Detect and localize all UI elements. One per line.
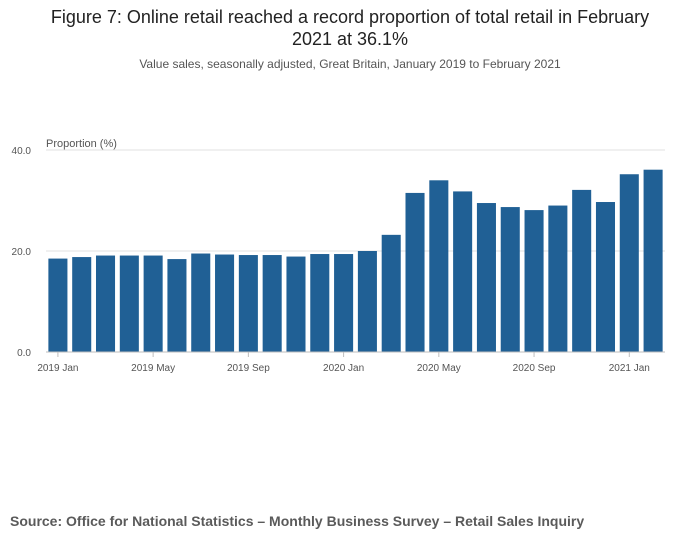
bar: 2020 Sep: 28.1 [524, 210, 544, 352]
x-tick-label: 2020 Sep [513, 363, 556, 374]
bar: 2019 May: 19.1 [143, 255, 163, 352]
bar: 2020 Apr: 31.5 [405, 192, 425, 352]
bar: 2020 Oct: 29 [548, 205, 568, 352]
bar: 2019 Jul: 19.5 [191, 253, 211, 352]
bar: 2020 Feb: 20 [357, 251, 377, 352]
bar: 2019 Aug: 19.3 [215, 254, 235, 352]
x-tick-label: 2021 Jan [609, 363, 650, 374]
chart-subtitle: Value sales, seasonally adjusted, Great … [139, 57, 561, 71]
y-axis-label: Proportion (%) [46, 138, 117, 150]
bar: 2020 May: 34 [429, 180, 449, 352]
bar-chart: 2019 Jan: 18.52019 Feb: 18.82019 Mar: 19… [12, 138, 665, 374]
bar: 2019 Apr: 19.1 [119, 255, 139, 352]
bar: 2019 Jan: 18.5 [48, 258, 68, 352]
chart-title: Figure 7: Online retail reached a record… [50, 7, 650, 49]
source-note: Source: Office for National Statistics –… [10, 513, 585, 529]
axes: 0.0 20.0 40.0 2019 Jan 2019 May 2019 Sep 2020 … [12, 146, 665, 374]
bar: 2019 Sep: 19.2 [238, 255, 258, 352]
bar: 2020 Nov: 32.1 [572, 189, 592, 352]
bar: 2020 Jun: 31.8 [453, 191, 473, 352]
bar: 2019 Mar: 19.1 [95, 255, 116, 352]
x-tick-label: 2019 Sep [227, 363, 270, 374]
bar: 2019 Feb: 18.8 [72, 257, 92, 352]
bar: 2019 Nov: 18.9 [286, 256, 306, 352]
bar: 2020 Mar: 23.2 [381, 234, 401, 352]
bar: 2021 Feb: 36.1 [643, 169, 663, 352]
y-tick-label: 40.0 [12, 146, 32, 157]
bar: 2019 Oct: 19.2 [262, 255, 282, 352]
bar: 2019 Dec: 19.4 [310, 254, 330, 352]
y-tick-label: 20.0 [12, 247, 32, 258]
bars: 2019 Jan: 18.52019 Feb: 18.82019 Mar: 19… [48, 169, 663, 352]
x-tick-label: 2020 May [417, 363, 461, 374]
bar: 2020 Jul: 29.5 [476, 203, 496, 352]
x-tick-label: 2019 May [131, 363, 175, 374]
bar: 2020 Jan: 19.4 [334, 254, 354, 352]
x-tick-label: 2020 Jan [323, 363, 364, 374]
bar: 2020 Dec: 29.7 [595, 202, 616, 352]
bar: 2019 Jun: 18.4 [167, 259, 187, 352]
bar: 2021 Jan: 35.2 [619, 174, 639, 352]
bar: 2020 Aug: 28.7 [500, 207, 520, 352]
x-tick-label: 2019 Jan [37, 363, 78, 374]
y-tick-label: 0.0 [17, 348, 31, 359]
